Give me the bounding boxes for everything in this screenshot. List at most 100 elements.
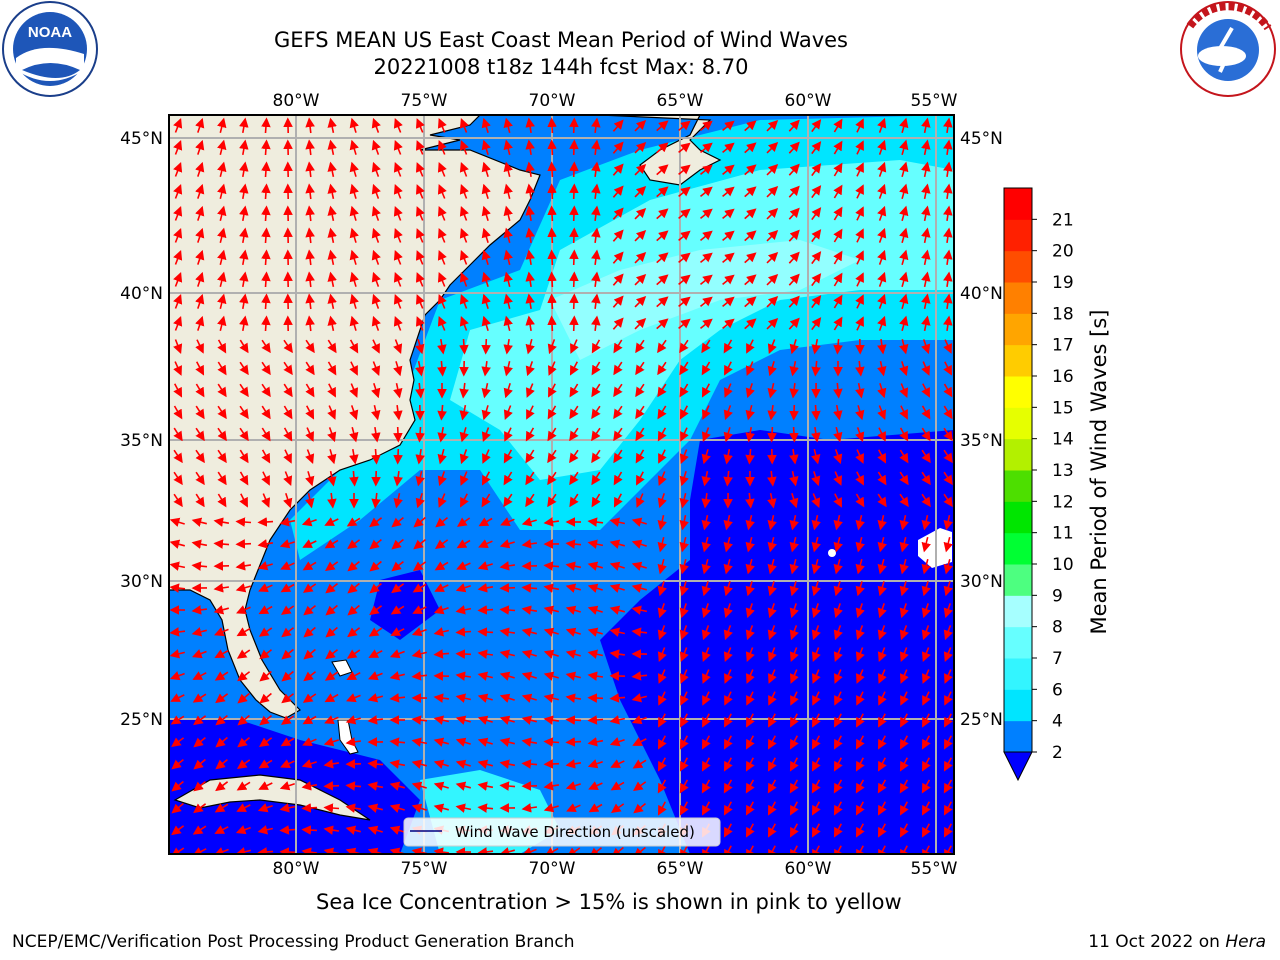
wave-direction-arrow (389, 693, 406, 703)
wave-direction-arrow (833, 426, 843, 443)
wave-direction-arrow (239, 161, 249, 178)
wave-direction-arrow (521, 715, 537, 725)
wave-direction-arrow (811, 141, 822, 155)
wave-direction-arrow (435, 539, 449, 550)
wave-direction-arrow (279, 847, 296, 854)
wave-direction-arrow (789, 625, 799, 641)
wave-direction-arrow (723, 537, 733, 553)
wave-direction-arrow (324, 715, 339, 725)
wave-direction-arrow (701, 537, 711, 553)
wave-direction-arrow (214, 803, 229, 813)
wave-direction-arrow (591, 117, 601, 134)
colorbar-tick-label: 14 (1052, 430, 1074, 450)
wave-direction-arrow (679, 471, 689, 487)
wave-direction-arrow (700, 120, 713, 132)
wave-direction-arrow (745, 735, 755, 750)
wave-direction-arrow (459, 206, 469, 221)
wave-direction-arrow (525, 293, 535, 310)
wave-direction-arrow (943, 757, 953, 772)
wave-direction-arrow (921, 449, 931, 464)
wave-direction-arrow (323, 759, 340, 769)
wave-direction-arrow (921, 801, 931, 816)
wave-direction-arrow (877, 161, 887, 177)
wave-direction-arrow (437, 338, 447, 355)
wave-direction-arrow (657, 757, 667, 772)
wave-direction-arrow (877, 735, 887, 750)
wave-direction-arrow (195, 361, 205, 376)
wave-direction-arrow (833, 537, 843, 553)
wave-direction-arrow (767, 383, 777, 399)
wave-direction-arrow (899, 515, 909, 531)
wave-direction-arrow (833, 162, 843, 177)
wave-direction-arrow (591, 161, 601, 178)
wave-direction-arrow (921, 293, 931, 310)
wave-direction-arrow (944, 713, 953, 728)
wave-direction-arrow (899, 471, 909, 486)
wave-direction-arrow (349, 117, 359, 133)
wave-direction-arrow (899, 537, 909, 553)
wave-direction-arrow (921, 339, 931, 355)
wave-direction-arrow (459, 228, 469, 243)
wave-direction-arrow (258, 627, 273, 637)
wave-direction-arrow (565, 605, 581, 615)
wave-direction-arrow (811, 207, 822, 221)
wave-direction-arrow (701, 647, 711, 662)
wave-direction-arrow (790, 691, 799, 706)
wave-direction-arrow (899, 315, 909, 332)
wave-direction-arrow (612, 207, 624, 220)
wave-direction-arrow (413, 561, 427, 572)
wave-direction-arrow (921, 117, 931, 134)
wave-direction-arrow (303, 671, 316, 682)
wave-direction-arrow (635, 339, 645, 354)
wave-direction-arrow (389, 737, 406, 747)
wave-direction-arrow (746, 713, 755, 728)
wave-direction-arrow (434, 583, 449, 592)
wave-direction-arrow (834, 669, 843, 684)
wave-direction-arrow (437, 316, 447, 331)
wave-direction-arrow (393, 383, 403, 399)
wave-direction-arrow (767, 492, 777, 509)
wave-direction-arrow (766, 119, 779, 132)
wave-direction-arrow (239, 383, 249, 398)
wave-direction-arrow (678, 230, 691, 242)
wave-direction-arrow (701, 515, 711, 531)
wave-direction-arrow (724, 361, 733, 376)
wave-direction-arrow (833, 471, 842, 486)
wave-direction-arrow (525, 139, 535, 156)
wave-direction-arrow (591, 339, 601, 354)
wave-direction-arrow (877, 537, 887, 553)
wave-direction-arrow (437, 294, 447, 309)
wave-direction-arrow (368, 671, 383, 681)
lat-label-left: 35°N (120, 431, 163, 451)
wave-direction-arrow (412, 583, 427, 593)
wave-direction-arrow (173, 361, 182, 376)
wave-direction-arrow (899, 161, 909, 178)
wave-direction-arrow (587, 649, 603, 659)
wave-direction-arrow (521, 583, 538, 593)
wave-direction-arrow (744, 120, 757, 132)
wave-direction-arrow (547, 249, 557, 266)
wave-direction-arrow (943, 361, 952, 376)
wave-direction-arrow (745, 581, 755, 597)
wave-direction-arrow (455, 759, 471, 769)
wave-direction-arrow (811, 360, 821, 377)
wave-direction-arrow (215, 758, 228, 770)
wave-direction-arrow (833, 647, 843, 662)
wave-direction-arrow (900, 691, 909, 706)
wave-direction-arrow (261, 139, 271, 156)
wave-direction-arrow (261, 271, 271, 288)
wave-direction-arrow (371, 161, 381, 177)
wave-direction-arrow (415, 272, 425, 287)
wave-direction-arrow (722, 186, 735, 198)
wave-direction-arrow (744, 296, 757, 308)
wave-direction-arrow (543, 561, 560, 571)
colorbar-tick-label: 12 (1052, 492, 1074, 512)
wave-direction-arrow (283, 405, 293, 420)
wave-direction-arrow (460, 471, 469, 486)
wave-direction-arrow (237, 759, 251, 770)
lon-label-top: 70°W (529, 91, 576, 111)
wave-direction-arrow (877, 139, 887, 155)
wave-direction-arrow (345, 737, 362, 747)
wave-direction-arrow (435, 516, 448, 528)
wave-direction-arrow (305, 493, 315, 509)
